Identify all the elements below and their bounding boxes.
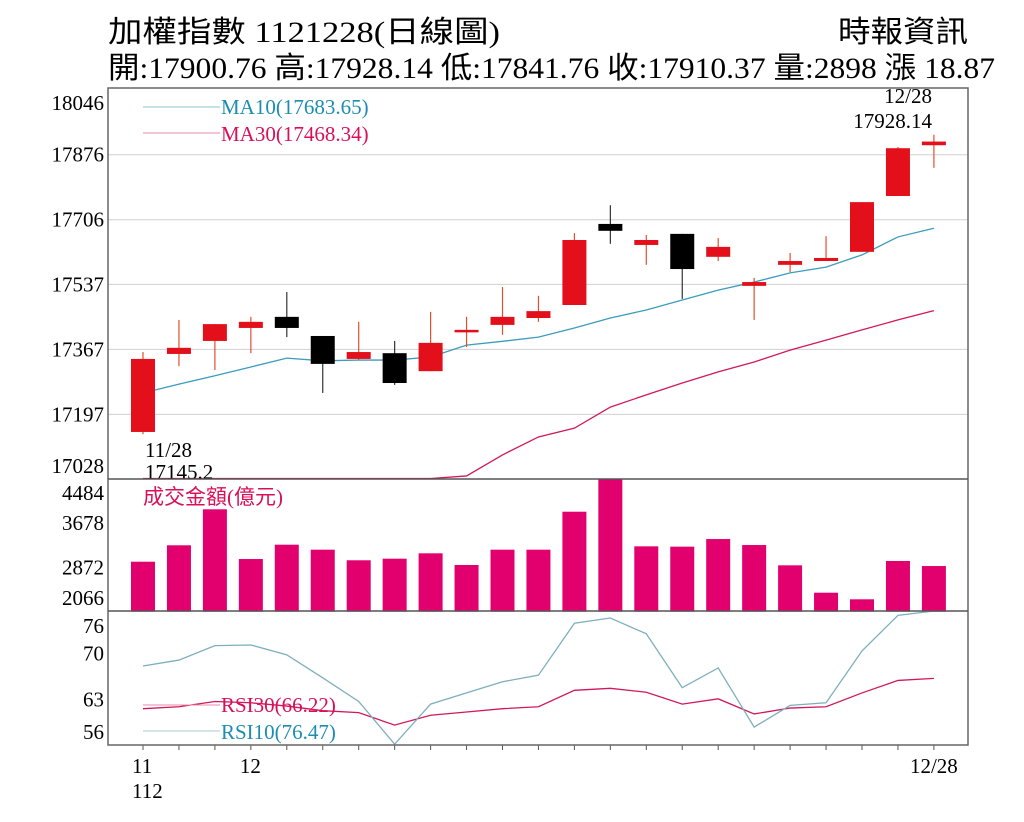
candle-body <box>166 347 191 354</box>
volume-bar <box>814 592 839 612</box>
candle-body <box>310 335 335 364</box>
volume-tick-label: 4484 <box>62 481 105 505</box>
volume-bar <box>850 599 874 612</box>
volume-bar <box>382 558 407 612</box>
chart-title: 加權指數 1121228(日線圖) <box>108 16 500 49</box>
low-annotation-value: 17145.2 <box>145 460 213 484</box>
ma30-legend: MA30(17468.34) <box>221 122 369 146</box>
price-grid <box>108 154 968 415</box>
chart-frame <box>107 87 969 746</box>
volume-bar <box>670 546 695 612</box>
volume-bar <box>454 564 479 612</box>
rsi-tick-label: 63 <box>83 687 104 711</box>
rsi10-legend: RSI10(76.47) <box>221 720 336 744</box>
ma30-line <box>143 309 935 480</box>
candle-body <box>382 353 407 384</box>
rsi30-legend: RSI30(66.22) <box>221 693 336 717</box>
candle-body <box>274 316 299 328</box>
volume-tick-label: 2066 <box>62 586 104 610</box>
candle-body <box>202 324 227 341</box>
candle-body <box>346 352 371 359</box>
x-tick-label: 12 <box>240 754 261 778</box>
x-year-label: 112 <box>132 779 163 803</box>
low-annotation-date: 11/28 <box>145 438 192 462</box>
candle-body <box>562 239 587 306</box>
rsi-tick-label: 76 <box>83 614 104 638</box>
candle-body <box>742 282 767 286</box>
volume-bar <box>706 539 731 612</box>
candle-body <box>885 148 910 197</box>
candle-body <box>670 233 695 270</box>
volume-bar <box>634 546 659 612</box>
volume-bar <box>418 553 443 612</box>
candle-body <box>634 239 659 245</box>
volume-bar <box>921 566 946 612</box>
volume-bar <box>490 549 515 612</box>
rsi-y-axis: 56 63 70 76 <box>83 614 104 744</box>
volume-bar <box>202 509 227 612</box>
rsi10-line <box>142 610 934 746</box>
price-y-axis: 17028 17197 17367 17537 17706 17876 18046 <box>52 91 105 478</box>
candle-body <box>418 342 443 372</box>
volume-bar <box>885 560 910 612</box>
volume-tick-label: 2872 <box>62 555 104 579</box>
ma10-line <box>142 227 935 394</box>
volume-bar <box>346 560 371 612</box>
volume-bar <box>131 561 155 612</box>
candle-body <box>131 358 155 432</box>
candle-body <box>814 257 839 262</box>
high-annotation-value: 17928.14 <box>853 109 932 133</box>
candle-body <box>598 223 623 231</box>
volume-bar <box>526 549 551 612</box>
candle-body <box>706 246 731 257</box>
rsi-tick-label: 56 <box>83 720 104 744</box>
candle-body <box>454 329 479 333</box>
candle-body <box>921 141 946 146</box>
volume-bar <box>778 565 803 612</box>
x-tick-label: 11 <box>132 754 152 778</box>
volume-bar <box>310 549 335 612</box>
candle-body <box>526 311 551 319</box>
candle-body <box>778 261 803 265</box>
x-tick-label: 12/28 <box>910 754 958 778</box>
volume-bars <box>131 479 946 612</box>
volume-bar <box>562 511 587 612</box>
candle-body <box>850 202 874 252</box>
price-tick-label: 17706 <box>52 208 105 232</box>
candle-body <box>490 316 515 325</box>
rsi30-line <box>142 677 934 726</box>
volume-bar <box>274 544 299 612</box>
price-tick-label: 17876 <box>52 143 105 167</box>
source-label: 時報資訊 <box>838 16 968 49</box>
volume-bar <box>166 545 191 612</box>
rsi-lines <box>142 610 934 746</box>
volume-bar <box>238 559 263 612</box>
price-tick-label: 17197 <box>52 402 105 426</box>
candles <box>131 134 946 435</box>
volume-bar <box>598 479 623 612</box>
price-tick-label: 17028 <box>52 454 105 478</box>
volume-y-axis: 2066 2872 3678 4484 <box>62 481 105 610</box>
ma10-legend: MA10(17683.65) <box>221 95 369 119</box>
ohlc-summary: 開:17900.76 高:17928.14 低:17841.76 收:17910… <box>108 52 995 85</box>
price-tick-label: 17367 <box>52 337 105 361</box>
rsi-tick-label: 70 <box>83 642 104 666</box>
price-tick-label: 17537 <box>52 272 105 296</box>
volume-bar <box>742 545 767 612</box>
volume-panel-title: 成交金額(億元) <box>143 485 283 509</box>
candle-body <box>238 321 263 328</box>
price-tick-label: 18046 <box>52 91 105 115</box>
volume-tick-label: 3678 <box>62 511 104 535</box>
moving-average-lines <box>142 227 935 480</box>
